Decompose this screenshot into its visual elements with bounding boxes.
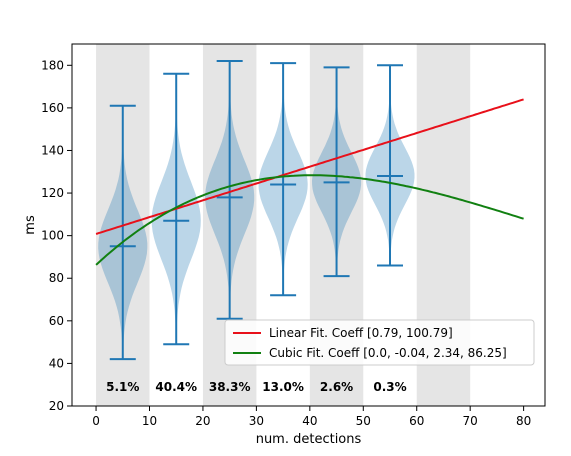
- share-label: 0.3%: [373, 380, 406, 394]
- y-tick-label: 160: [41, 101, 64, 115]
- y-tick-label: 120: [41, 186, 64, 200]
- x-tick-label: 50: [356, 414, 371, 428]
- x-tick-label: 10: [142, 414, 157, 428]
- share-label: 2.6%: [320, 380, 353, 394]
- x-tick-label: 60: [409, 414, 424, 428]
- y-tick-label: 20: [49, 399, 64, 413]
- x-axis-ticks: 0 10 20 30 40 50 60 70 80: [92, 406, 531, 428]
- y-tick-label: 140: [41, 143, 64, 157]
- share-label: 5.1%: [106, 380, 139, 394]
- x-tick-label: 20: [195, 414, 210, 428]
- x-tick-label: 70: [463, 414, 478, 428]
- y-tick-label: 100: [41, 229, 64, 243]
- x-axis-label: num. detections: [256, 432, 362, 447]
- share-label: 13.0%: [262, 380, 304, 394]
- plot-frame: [71, 43, 546, 407]
- x-tick-label: 40: [302, 414, 317, 428]
- y-tick-label: 60: [49, 314, 64, 328]
- x-tick-label: 30: [249, 414, 264, 428]
- y-tick-label: 40: [49, 356, 64, 370]
- fit-lines: [95, 98, 524, 266]
- share-label: 38.3%: [209, 380, 251, 394]
- legend-entry: Linear Fit. Coeff [0.79, 100.79]: [269, 326, 453, 340]
- share-label: 40.4%: [155, 380, 197, 394]
- share-labels: 5.1% 40.4% 38.3% 13.0% 2.6% 0.3%: [106, 380, 407, 394]
- x-tick-label: 0: [92, 414, 100, 428]
- legend-entry: Cubic Fit. Coeff [0.0, -0.04, 2.34, 86.2…: [269, 346, 507, 360]
- y-tick-label: 80: [49, 271, 64, 285]
- cubic-fit-line: [95, 174, 524, 266]
- x-tick-label: 80: [516, 414, 531, 428]
- y-axis-ticks: 20 40 60 80 100 120 140 160 180: [41, 58, 72, 413]
- legend: Linear Fit. Coeff [0.79, 100.79] Cubic Fi…: [224, 319, 535, 366]
- legend-box: [224, 319, 535, 366]
- y-axis-label: ms: [23, 215, 38, 235]
- y-tick-label: 180: [41, 58, 64, 72]
